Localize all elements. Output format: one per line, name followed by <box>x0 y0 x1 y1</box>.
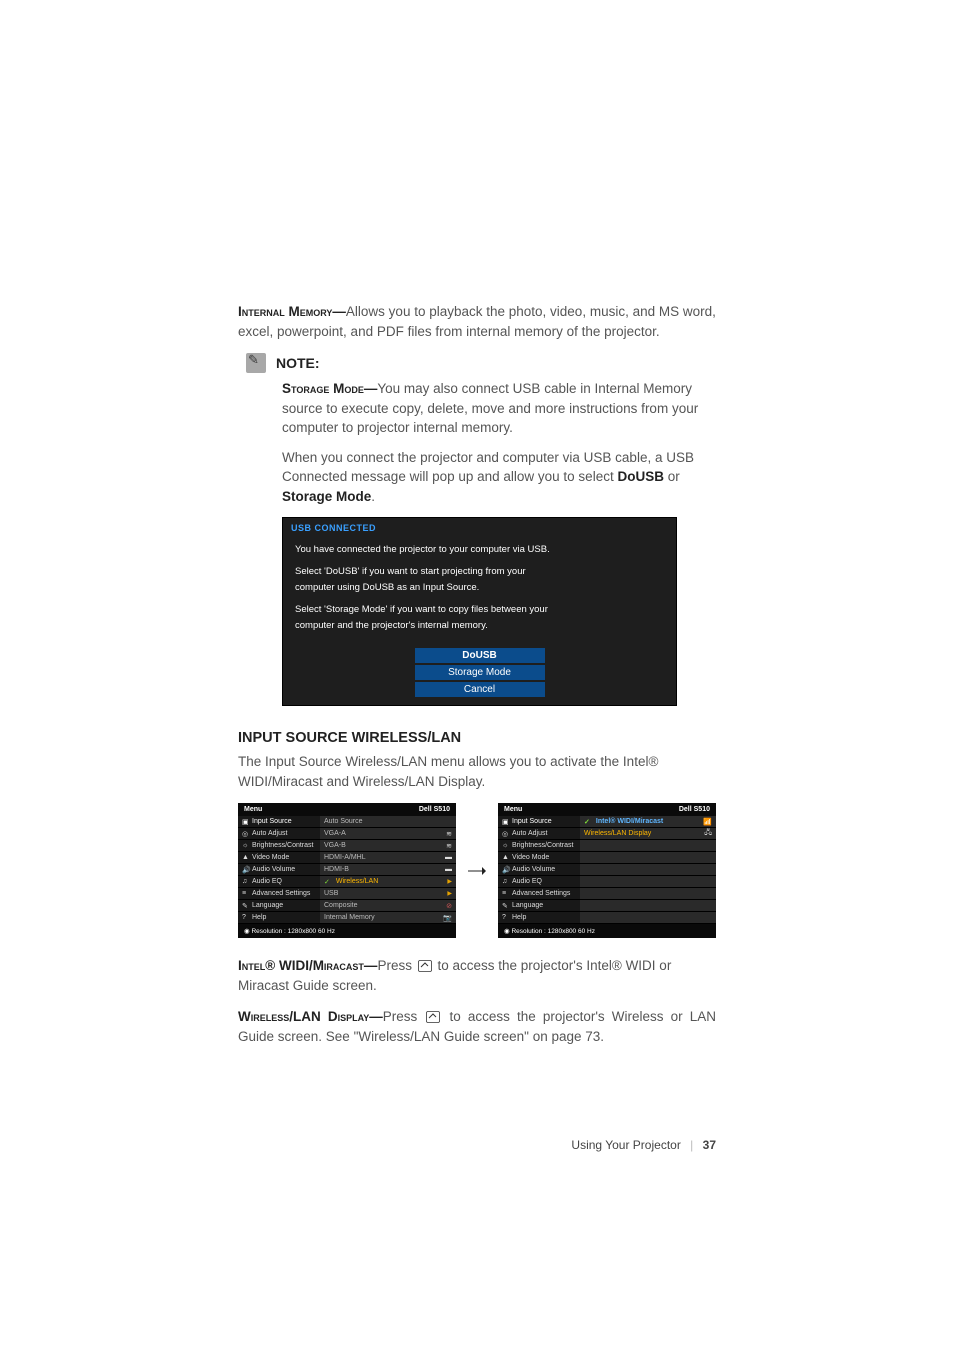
page-number: 37 <box>703 1138 716 1152</box>
usb-dialog-line2a: Select 'DoUSB' if you want to start proj… <box>295 564 664 580</box>
opt-empty <box>580 840 716 852</box>
dousb-button[interactable]: DoUSB <box>415 648 545 663</box>
opt-vga-a[interactable]: VGA-A≋ <box>320 828 456 840</box>
usb-dialog-line1: You have connected the projector to your… <box>295 542 664 558</box>
opt-composite[interactable]: Composite⊘ <box>320 900 456 912</box>
sidebar-input-source[interactable]: ▣Input Source <box>238 816 320 828</box>
footer-label: Using Your Projector <box>571 1138 680 1152</box>
usb-instruction-para: When you connect the projector and compu… <box>282 448 716 507</box>
sidebar-brightness[interactable]: ☼Brightness/Contrast <box>238 840 320 852</box>
sidebar-audio-eq[interactable]: ♫Audio EQ <box>498 876 580 888</box>
usb-b1: DoUSB <box>617 469 664 484</box>
wlan-display-para: Wireless/LAN Display—Press to access the… <box>238 1007 716 1046</box>
storage-mode-lead: Storage Mode— <box>282 381 377 396</box>
note-icon <box>246 353 266 373</box>
internal-memory-para: Internal Memory—Allows you to playback t… <box>238 302 716 341</box>
sidebar-help[interactable]: ?Help <box>238 912 320 924</box>
page-footer: Using Your Projector | 37 <box>238 1138 716 1152</box>
sidebar-video-mode[interactable]: ▲Video Mode <box>498 852 580 864</box>
opt-hdmi-b[interactable]: HDMI-B▬ <box>320 864 456 876</box>
storage-mode-para: Storage Mode—You may also connect USB ca… <box>282 379 716 438</box>
usb-dialog-title: USB CONNECTED <box>283 518 676 538</box>
menu-header-right: Dell S510 <box>679 806 710 813</box>
opt-empty <box>580 852 716 864</box>
intel-widi-lead: Intel® WIDI/Miracast— <box>238 958 377 973</box>
opt-usb[interactable]: USB▶ <box>320 888 456 900</box>
sidebar-auto-adjust[interactable]: ◎Auto Adjust <box>238 828 320 840</box>
input-source-wlan-heading: INPUT SOURCE WIRELESS/LAN <box>238 730 716 746</box>
sidebar-audio-volume[interactable]: 🔊Audio Volume <box>498 864 580 876</box>
storage-mode-button[interactable]: Storage Mode <box>415 665 545 680</box>
opt-wireless-lan[interactable]: ✓Wireless/LAN▶ <box>320 876 456 888</box>
sidebar-advanced[interactable]: ≡Advanced Settings <box>238 888 320 900</box>
opt-intel-widi[interactable]: ✓Intel® WIDI/Miracast📶 <box>580 816 716 828</box>
sidebar-audio-eq[interactable]: ♫Audio EQ <box>238 876 320 888</box>
usb-b2: Storage Mode <box>282 489 371 504</box>
enter-button-icon <box>418 958 432 970</box>
opt-empty <box>580 876 716 888</box>
footer-sep: | <box>690 1138 693 1152</box>
sidebar-brightness[interactable]: ☼Brightness/Contrast <box>498 840 580 852</box>
wlan-display-lead: Wireless/LAN Display— <box>238 1009 383 1024</box>
sidebar-advanced[interactable]: ≡Advanced Settings <box>498 888 580 900</box>
sidebar-help[interactable]: ?Help <box>498 912 580 924</box>
menu-panel-left: Menu Dell S510 ▣Input Source ◎Auto Adjus… <box>238 803 456 938</box>
wlan-pre: Press <box>383 1009 425 1024</box>
wifi-icon: 📶 <box>703 818 712 826</box>
menu-header-right: Dell S510 <box>419 806 450 813</box>
check-icon: ✓ <box>324 878 330 886</box>
chevron-right-icon: ▶ <box>447 890 452 897</box>
intel-widi-pre: Press <box>377 958 415 973</box>
opt-empty <box>580 888 716 900</box>
internal-memory-lead: Internal Memory— <box>238 304 346 319</box>
arrow-right-icon <box>468 866 486 876</box>
note-label: NOTE: <box>276 355 320 371</box>
sidebar-language[interactable]: ✎Language <box>238 900 320 912</box>
menu-header-left: Menu <box>504 806 522 813</box>
lan-icon: 🖧 <box>704 828 712 839</box>
opt-empty <box>580 900 716 912</box>
opt-vga-b[interactable]: VGA-B≋ <box>320 840 456 852</box>
enter-button-icon <box>426 1009 440 1021</box>
opt-empty <box>580 864 716 876</box>
intel-widi-para: Intel® WIDI/Miracast—Press to access the… <box>238 956 716 995</box>
opt-empty <box>580 912 716 924</box>
usb-connected-dialog: USB CONNECTED You have connected the pro… <box>282 517 677 707</box>
usb-dialog-line2b: computer using DoUSB as an Input Source. <box>295 580 664 596</box>
chevron-right-icon: ▶ <box>447 878 452 885</box>
opt-auto-source[interactable]: Auto Source <box>320 816 456 828</box>
opt-wlan-display[interactable]: Wireless/LAN Display🖧 <box>580 828 716 840</box>
menu-footer-right: ◉ Resolution : 1280x800 60 Hz <box>498 924 716 938</box>
sidebar-language[interactable]: ✎Language <box>498 900 580 912</box>
usb-post: . <box>371 489 375 504</box>
usb-dialog-line3a: Select 'Storage Mode' if you want to cop… <box>295 602 664 618</box>
usb-mid: or <box>664 469 680 484</box>
sidebar-auto-adjust[interactable]: ◎Auto Adjust <box>498 828 580 840</box>
check-icon: ✓ <box>584 818 590 826</box>
menu-footer-left: ◉ Resolution : 1280x800 60 Hz <box>238 924 456 938</box>
input-source-wlan-para: The Input Source Wireless/LAN menu allow… <box>238 752 716 791</box>
sidebar-video-mode[interactable]: ▲Video Mode <box>238 852 320 864</box>
menu-panel-right: Menu Dell S510 ▣Input Source ◎Auto Adjus… <box>498 803 716 938</box>
opt-hdmi-a[interactable]: HDMI-A/MHL▬ <box>320 852 456 864</box>
menu-header-left: Menu <box>244 806 262 813</box>
sidebar-audio-volume[interactable]: 🔊Audio Volume <box>238 864 320 876</box>
opt-internal-memory[interactable]: Internal Memory📷 <box>320 912 456 924</box>
sidebar-input-source[interactable]: ▣Input Source <box>498 816 580 828</box>
menu-screenshots: Menu Dell S510 ▣Input Source ◎Auto Adjus… <box>238 803 716 938</box>
usb-dialog-line3b: computer and the projector's internal me… <box>295 618 664 634</box>
cancel-button[interactable]: Cancel <box>415 682 545 697</box>
